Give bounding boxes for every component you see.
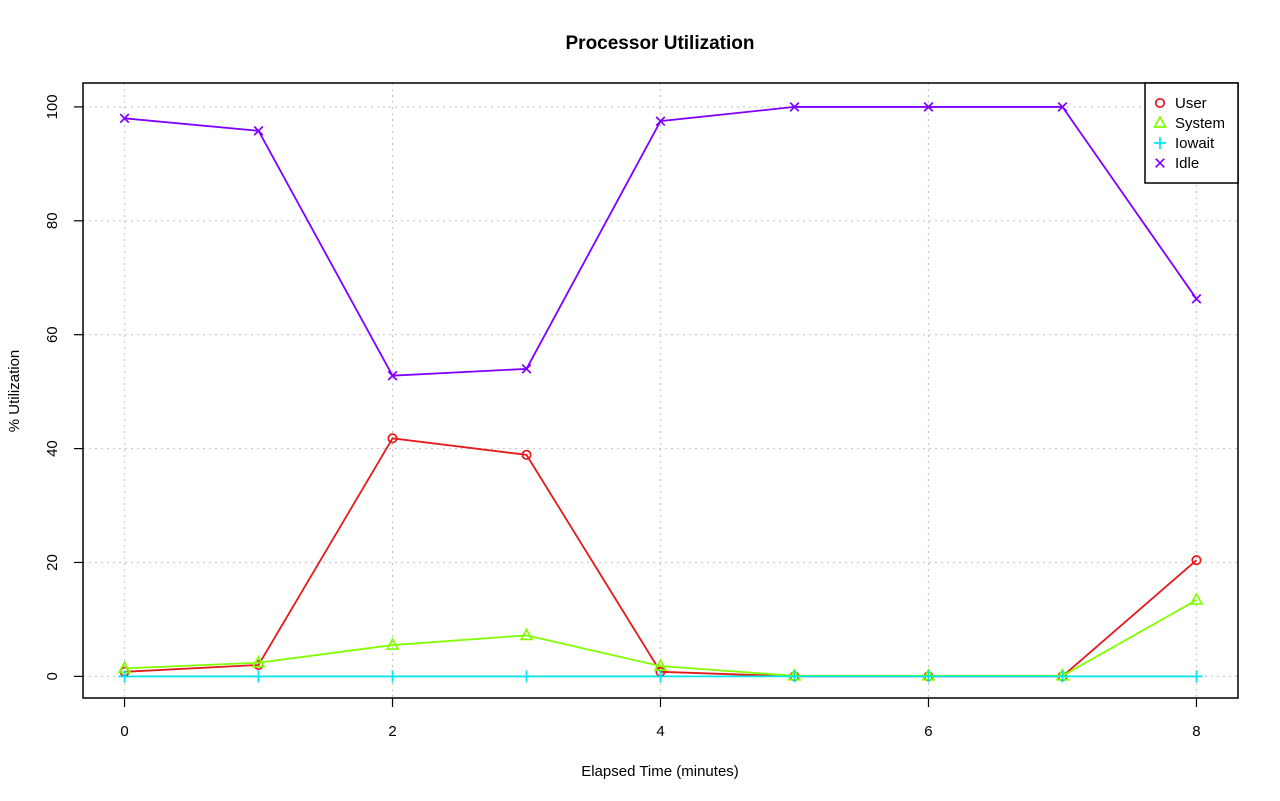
- data-point-iowait: [788, 670, 801, 683]
- x-tick-label: 0: [120, 723, 128, 740]
- series-iowait: [118, 670, 1203, 683]
- data-point-idle: [387, 370, 398, 381]
- data-point-idle: [1191, 293, 1202, 304]
- legend-label-idle: Idle: [1175, 155, 1199, 172]
- data-point-user: [1191, 555, 1202, 566]
- legend-item-user: User: [1154, 95, 1207, 112]
- data-point-user: [387, 433, 398, 444]
- data-point-idle: [789, 102, 800, 112]
- data-point-iowait: [118, 670, 131, 683]
- y-tick-label: 20: [44, 554, 61, 571]
- data-point-iowait: [386, 670, 399, 683]
- chart-title: Processor Utilization: [566, 33, 755, 54]
- data-point-system: [1189, 592, 1204, 605]
- data-point-iowait: [520, 670, 533, 683]
- data-point-iowait: [922, 670, 935, 683]
- data-point-system: [385, 637, 400, 650]
- legend-marker-system: [1153, 115, 1167, 128]
- y-axis-label: % Utilization: [6, 350, 23, 433]
- data-point-system: [519, 627, 534, 641]
- data-point-iowait: [1056, 670, 1069, 683]
- plot-series: [117, 102, 1204, 683]
- data-point-idle: [923, 102, 934, 112]
- legend-marker-iowait: [1154, 137, 1166, 149]
- legend-marker-idle: [1155, 158, 1165, 168]
- legend-item-iowait: Iowait: [1154, 135, 1215, 152]
- x-tick-label: 8: [1192, 723, 1200, 740]
- data-point-user: [521, 449, 532, 460]
- legend-label-user: User: [1175, 95, 1207, 112]
- x-axis-label: Elapsed Time (minutes): [581, 763, 739, 780]
- series-idle: [119, 102, 1202, 381]
- data-point-iowait: [252, 670, 265, 683]
- legend-item-system: System: [1153, 115, 1225, 132]
- data-point-system: [653, 658, 668, 671]
- y-tick-label: 100: [44, 94, 61, 119]
- data-point-idle: [1057, 102, 1068, 112]
- legend-label-iowait: Iowait: [1175, 135, 1215, 152]
- x-axis: 0 2 4 6 8: [120, 698, 1201, 740]
- y-tick-label: 60: [44, 326, 61, 343]
- data-point-idle: [119, 113, 130, 124]
- legend-item-idle: Idle: [1155, 155, 1199, 172]
- legend: User System Iowait Idle: [1144, 82, 1239, 184]
- legend-label-system: System: [1175, 115, 1225, 132]
- y-tick-label: 0: [44, 672, 61, 680]
- data-point-idle: [655, 116, 666, 127]
- data-point-idle: [253, 125, 264, 136]
- data-point-idle: [521, 363, 532, 374]
- data-point-iowait: [654, 670, 667, 683]
- y-axis: 0 20 40 60 80 100: [44, 94, 83, 681]
- y-tick-label: 40: [44, 440, 61, 457]
- x-tick-label: 6: [924, 723, 932, 740]
- data-point-system: [251, 654, 266, 668]
- x-tick-label: 4: [656, 723, 664, 740]
- data-point-iowait: [1190, 670, 1203, 683]
- y-tick-label: 80: [44, 212, 61, 229]
- x-tick-label: 2: [388, 723, 396, 740]
- legend-marker-user: [1154, 97, 1166, 109]
- grid: [83, 83, 1238, 698]
